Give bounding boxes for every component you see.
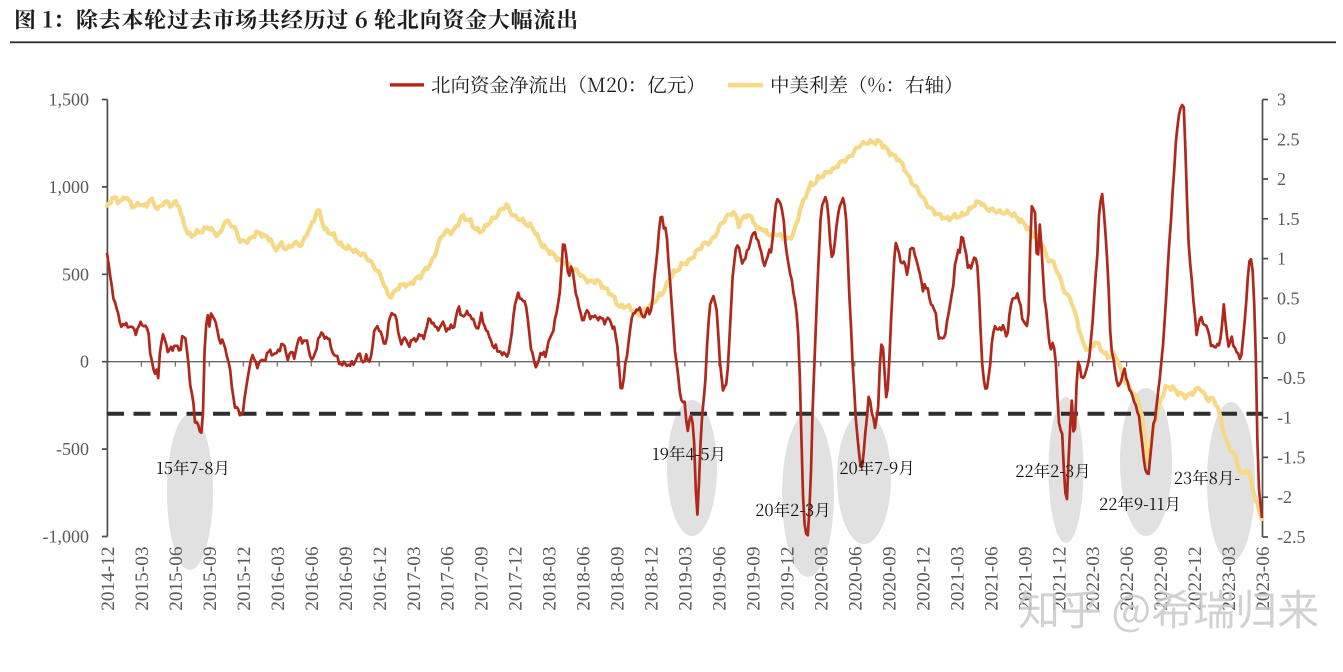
- svg-text:2021-12: 2021-12: [1049, 547, 1070, 611]
- svg-text:-2: -2: [1277, 487, 1292, 507]
- svg-text:-500: -500: [56, 439, 89, 459]
- svg-text:2021-06: 2021-06: [981, 546, 1002, 611]
- svg-text:2017-03: 2017-03: [404, 547, 425, 611]
- svg-text:1: 1: [1277, 249, 1286, 269]
- svg-text:2020-09: 2020-09: [879, 547, 900, 611]
- svg-text:2019-06: 2019-06: [710, 546, 731, 611]
- svg-text:2017-06: 2017-06: [438, 546, 459, 611]
- svg-text:2020-06: 2020-06: [845, 546, 866, 611]
- svg-text:1,000: 1,000: [49, 177, 90, 197]
- svg-text:2015-06: 2015-06: [166, 546, 187, 611]
- svg-text:2022-12: 2022-12: [1185, 547, 1206, 611]
- svg-text:2019-09: 2019-09: [744, 547, 765, 611]
- svg-text:2018-12: 2018-12: [642, 547, 663, 611]
- svg-text:2015-09: 2015-09: [200, 547, 221, 611]
- svg-text:2022-03: 2022-03: [1083, 547, 1104, 611]
- svg-text:2018-03: 2018-03: [540, 547, 561, 611]
- svg-text:2022-06: 2022-06: [1117, 546, 1138, 611]
- svg-text:-1.5: -1.5: [1277, 447, 1306, 467]
- svg-text:0.5: 0.5: [1277, 288, 1300, 308]
- svg-text:2016-09: 2016-09: [336, 547, 357, 611]
- svg-text:2016-06: 2016-06: [302, 546, 323, 611]
- svg-text:2015-12: 2015-12: [234, 547, 255, 611]
- svg-text:-0.5: -0.5: [1277, 368, 1306, 388]
- svg-text:2014-12: 2014-12: [98, 547, 119, 611]
- svg-text:1,500: 1,500: [49, 90, 90, 110]
- svg-text:2015-03: 2015-03: [132, 547, 153, 611]
- svg-text:500: 500: [62, 264, 89, 284]
- svg-text:2017-09: 2017-09: [472, 547, 493, 611]
- svg-text:2.5: 2.5: [1277, 129, 1300, 149]
- svg-text:2016-12: 2016-12: [370, 547, 391, 611]
- svg-text:-1: -1: [1277, 408, 1292, 428]
- svg-text:1.5: 1.5: [1277, 209, 1300, 229]
- svg-text:0: 0: [80, 352, 89, 372]
- svg-text:0: 0: [1277, 328, 1286, 348]
- svg-text:2: 2: [1277, 169, 1286, 189]
- svg-text:2023-03: 2023-03: [1219, 547, 1240, 611]
- svg-text:2017-12: 2017-12: [506, 547, 527, 611]
- svg-text:-2.5: -2.5: [1277, 527, 1306, 547]
- svg-text:2020-12: 2020-12: [913, 547, 934, 611]
- svg-text:2019-03: 2019-03: [676, 547, 697, 611]
- svg-text:2019-12: 2019-12: [778, 547, 799, 611]
- svg-text:2018-09: 2018-09: [608, 547, 629, 611]
- svg-text:2018-06: 2018-06: [574, 546, 595, 611]
- svg-text:2020-03: 2020-03: [811, 547, 832, 611]
- svg-text:3: 3: [1277, 90, 1286, 110]
- svg-text:2016-03: 2016-03: [268, 547, 289, 611]
- svg-text:2021-03: 2021-03: [947, 547, 968, 611]
- svg-text:2021-09: 2021-09: [1015, 547, 1036, 611]
- svg-text:-1,000: -1,000: [43, 527, 90, 547]
